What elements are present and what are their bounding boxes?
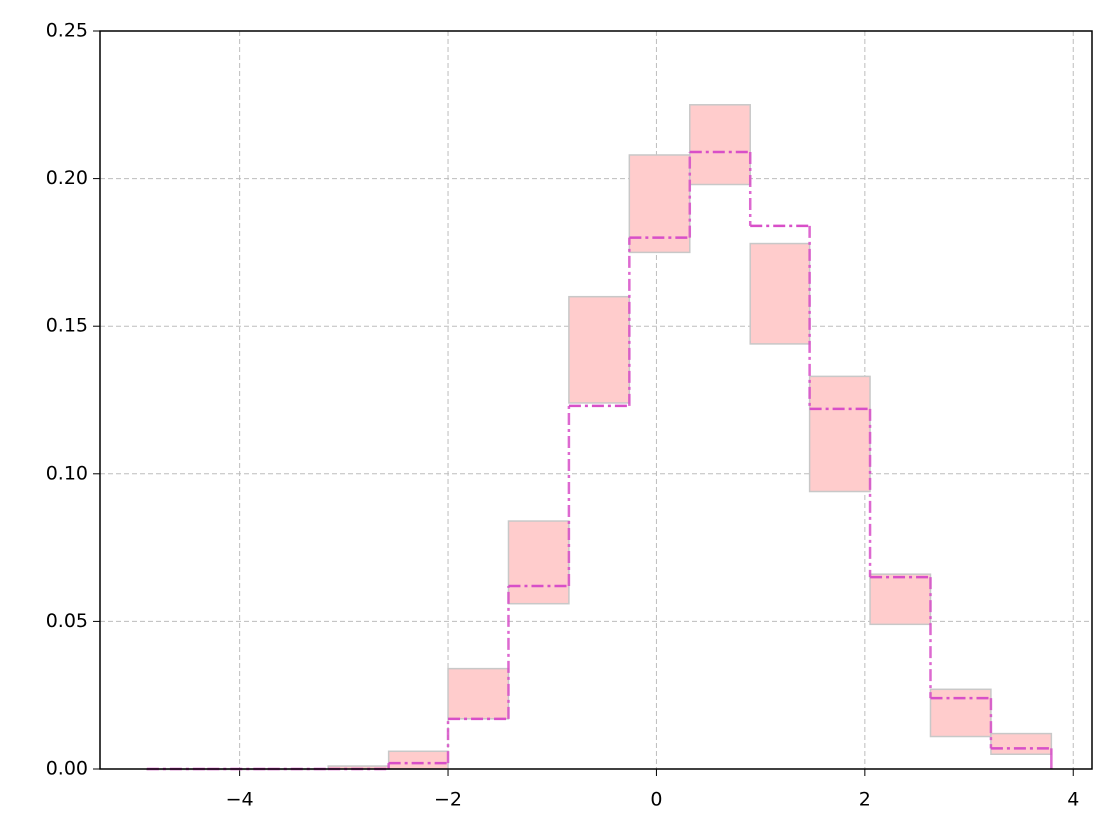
error-band: [507, 520, 570, 605]
error-band: [387, 750, 449, 770]
x-tick-label: 4: [1067, 789, 1079, 811]
x-tick-label: −4: [226, 789, 254, 811]
plot-frame: [99, 30, 1093, 770]
y-tick-label: 0.00: [46, 758, 88, 780]
x-tick-label: −2: [434, 789, 462, 811]
y-tick-label: 0.05: [46, 610, 88, 632]
error-band: [568, 295, 631, 404]
error-band: [869, 573, 932, 626]
error-band: [990, 732, 1053, 755]
y-tick-label: 0.10: [46, 462, 88, 484]
error-band: [929, 688, 992, 738]
error-band: [447, 667, 510, 720]
x-tick-label: 2: [859, 789, 871, 811]
error-band: [689, 104, 751, 186]
error-band: [808, 375, 871, 493]
y-tick-label: 0.15: [46, 315, 88, 337]
error-band: [628, 154, 691, 254]
y-tick-label: 0.20: [46, 167, 88, 189]
error-band: [749, 242, 811, 345]
x-tick-label: 0: [650, 789, 662, 811]
y-tick-label: 0.25: [46, 20, 88, 42]
